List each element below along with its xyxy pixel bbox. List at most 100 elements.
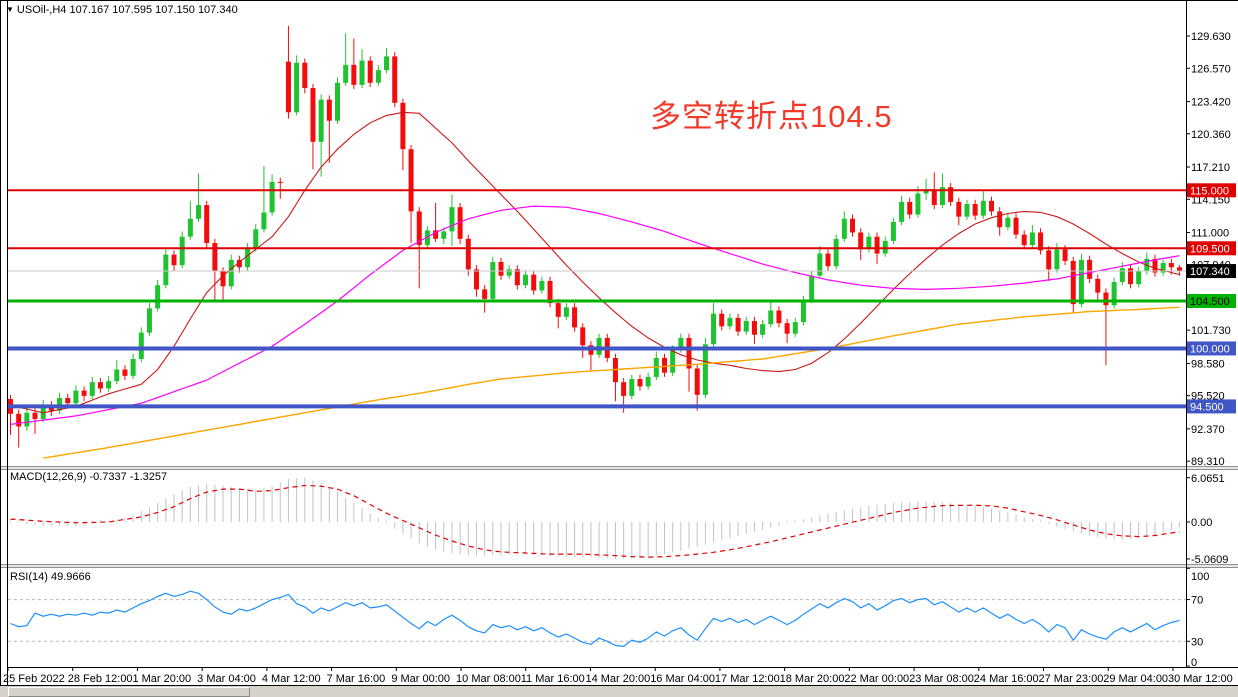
candle-body [997, 211, 1003, 228]
ma-orange [43, 306, 1180, 459]
candle-body [196, 205, 202, 219]
candle-body [727, 317, 733, 327]
candle-body [1078, 259, 1084, 305]
candle-body [122, 369, 128, 376]
candle-body [1111, 282, 1117, 306]
candle-body [506, 269, 512, 276]
candle-body [850, 218, 856, 233]
candle-body [1038, 232, 1044, 251]
candle-body [833, 238, 839, 267]
candle-body [596, 337, 602, 355]
candle-body [890, 221, 896, 241]
candle-body [285, 61, 291, 113]
candle-body [686, 337, 692, 369]
axis-label: 23 Mar 08:00 [909, 673, 974, 685]
axis-label: 14 Mar 20:00 [585, 673, 650, 685]
axis-label: 6.0651 [1191, 473, 1225, 485]
horizontal-lines [8, 189, 1186, 409]
candle-body [702, 344, 708, 395]
horizontal-scrollbar[interactable] [0, 686, 1238, 697]
candle-body [751, 321, 757, 335]
axis-label: 100.000 [1190, 343, 1230, 355]
axis-label: 11 Mar 16:00 [521, 673, 585, 685]
candle-body [138, 332, 144, 359]
scrollbar-thumb[interactable] [8, 687, 250, 697]
axis-label: 9 Mar 00:00 [391, 673, 450, 685]
candle-body [768, 310, 774, 325]
candle-body [514, 269, 520, 286]
candle-body [825, 253, 831, 267]
axis-label: 100 [1191, 571, 1209, 583]
candle-body [171, 254, 177, 266]
candle-body [277, 181, 283, 183]
indicator-axis-labels: 6.0651 0.00 -5.0609 100 70 30 0 [1186, 473, 1228, 669]
candle-body [424, 230, 430, 246]
candle-body [1029, 232, 1035, 246]
axis-label: 7 Mar 16:00 [327, 673, 386, 685]
hline-badge [1187, 399, 1236, 414]
candle-body [187, 218, 193, 237]
candle-body [980, 200, 986, 216]
axis-label: 120.360 [1191, 129, 1231, 141]
candle-body [1177, 267, 1183, 272]
candle-body [563, 307, 569, 317]
candle-body [735, 317, 741, 332]
candle-body [81, 390, 87, 396]
candle-body [482, 289, 488, 299]
axis-label: 126.570 [1191, 63, 1231, 75]
axis-label: 107.340 [1190, 266, 1230, 278]
candle-body [1095, 278, 1101, 293]
axis-label: 109.500 [1190, 243, 1230, 255]
candle-body [1013, 217, 1019, 235]
candle-body [907, 201, 913, 215]
candle-body [931, 189, 937, 206]
candle-body [89, 382, 95, 396]
candle-body [351, 64, 357, 85]
candle-body [32, 412, 38, 420]
candle-body [964, 204, 970, 217]
candle-body [253, 229, 259, 249]
candle-body [817, 253, 823, 276]
candle-body [948, 187, 954, 202]
candle-body [939, 187, 945, 206]
candle-body [1168, 263, 1174, 268]
time-axis[interactable] [8, 668, 1186, 686]
axis-label: 28 Feb 12:00 [68, 673, 133, 685]
candle-body [16, 413, 22, 427]
candle-body [531, 274, 537, 291]
candle-body [637, 379, 643, 387]
rsi-indicator-label: RSI(14) 49.9666 [10, 571, 91, 583]
candle-body [130, 358, 136, 376]
axis-label: 24 Mar 16:00 [974, 673, 1039, 685]
candle-body [335, 82, 340, 121]
candle-body [400, 102, 406, 150]
axis-label: 4 Mar 12:00 [262, 673, 321, 685]
candle-body [408, 149, 414, 212]
price-axis[interactable] [1187, 0, 1238, 667]
candle-body [662, 357, 667, 373]
axis-label: 22 Mar 00:00 [844, 673, 909, 685]
candle-body [57, 397, 63, 411]
candle-body [915, 193, 921, 215]
candle-body [245, 248, 251, 268]
candle-body [473, 269, 479, 290]
candle-body [874, 236, 880, 254]
axis-label: 10 Mar 08:00 [456, 673, 521, 685]
candle-body [776, 310, 782, 324]
axis-label: 30 Mar 12:00 [1168, 673, 1233, 685]
hline-badge [1187, 183, 1236, 198]
hline-badge [1187, 294, 1236, 309]
axis-label: 111.000 [1191, 227, 1229, 239]
symbol-ohlc-line[interactable]: ▼ USOil-,H4 107.167 107.595 107.150 107.3… [6, 4, 238, 16]
candle-body [866, 236, 872, 250]
candle-body [318, 99, 324, 142]
candle-body [555, 303, 561, 317]
axis-label: 0 [1191, 657, 1197, 669]
candle-body [114, 369, 120, 382]
candle-body [155, 285, 161, 309]
candle-body [106, 381, 112, 389]
candle-body [343, 64, 349, 83]
candle-body [449, 207, 455, 232]
